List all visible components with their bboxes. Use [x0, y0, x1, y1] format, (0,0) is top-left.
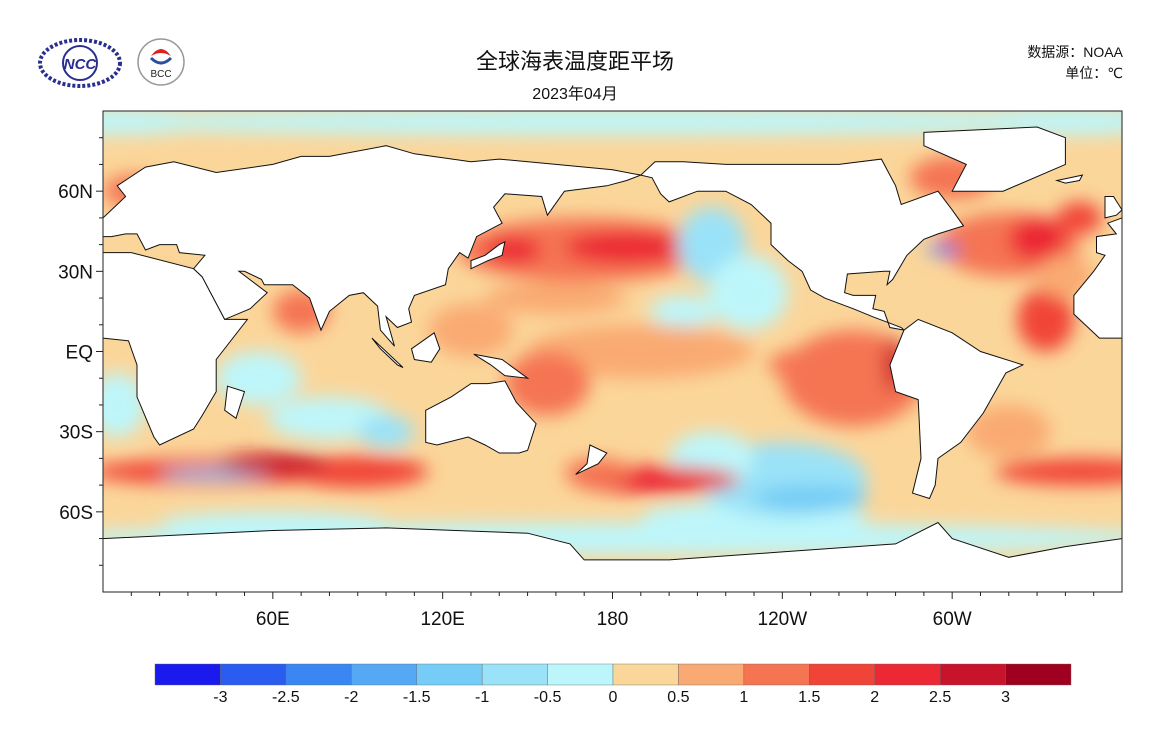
map-title: 全球海表温度距平场 — [475, 49, 674, 74]
anomaly-region — [649, 295, 718, 328]
land-new-zealand — [575, 444, 608, 475]
colorbar-label: -3 — [213, 689, 228, 706]
land-new-guinea — [473, 353, 530, 379]
y-tick-label: 60S — [59, 503, 93, 524]
land-greenland — [923, 126, 1066, 192]
x-tick-label: 60W — [933, 609, 972, 630]
x-tick-label: 180 — [597, 609, 629, 630]
data-source-label: 数据源：NOAA — [1027, 44, 1123, 60]
colorbar-label: -2 — [344, 689, 359, 706]
colorbar-swatch — [481, 663, 548, 686]
land-britain — [1104, 196, 1122, 219]
land-australia — [425, 380, 537, 454]
colorbar-label: 1.5 — [798, 689, 821, 706]
colorbar-swatch — [612, 663, 679, 686]
anomaly-region — [1056, 201, 1103, 234]
x-tick-label: 60E — [256, 609, 290, 630]
colorbar-swatch — [874, 663, 941, 686]
svg-text:BCC: BCC — [150, 69, 171, 80]
land-africa-west — [1073, 217, 1122, 339]
colorbar-swatch — [1005, 663, 1072, 686]
land-north-america — [639, 158, 965, 331]
colorbar-label: -1 — [475, 689, 490, 706]
anomaly-region — [504, 351, 590, 416]
colorbar-label: 2.5 — [929, 689, 952, 706]
anomaly-region — [1037, 255, 1094, 299]
anomaly-region — [357, 415, 415, 448]
colorbar-label: -2.5 — [272, 689, 300, 706]
colorbar-label: 1 — [739, 689, 749, 706]
colorbar-swatch — [351, 663, 417, 686]
colorbar-swatch — [939, 663, 1006, 686]
logos: NCC BCC — [38, 36, 188, 93]
colorbar-swatch — [154, 663, 221, 686]
source-info: 数据源：NOAA 单位：℃ — [1027, 42, 1123, 84]
land-south-america — [889, 318, 1025, 500]
colorbar-swatch — [416, 663, 483, 686]
colorbar-label: 0.5 — [667, 689, 690, 706]
land-antarctica — [103, 521, 1122, 592]
land-iceland — [1054, 174, 1084, 184]
anomaly-region — [994, 458, 1122, 486]
colorbar-swatch — [285, 663, 352, 686]
unit-label: 单位：℃ — [1065, 65, 1123, 81]
colorbar-label: 0 — [608, 689, 618, 706]
anomaly-region — [103, 111, 1122, 136]
x-tick-label: 120E — [420, 609, 464, 630]
anomaly-region — [966, 404, 1052, 459]
land-eurasia — [103, 145, 643, 347]
y-tick-label: EQ — [66, 343, 93, 364]
anomaly-region — [926, 244, 961, 256]
land-sumatra — [371, 337, 404, 368]
colorbar-labels: -3 -2.5 -2 -1.5 -1 -0.5 0 0.5 1 1.5 2 2.5 3 — [0, 689, 1150, 713]
anomaly-region — [708, 255, 788, 331]
x-tick-label: 120W — [758, 609, 808, 630]
colorbar-swatch — [547, 663, 614, 686]
land-madagascar — [224, 385, 246, 420]
anomaly-region — [768, 348, 854, 381]
svg-text:NCC: NCC — [64, 56, 98, 73]
colorbar-label: -1.5 — [402, 689, 431, 706]
colorbar-label: -0.5 — [533, 689, 562, 706]
anomaly-region — [103, 111, 217, 136]
colorbar-label: 2 — [870, 689, 880, 706]
map-subtitle: 2023年04月 — [532, 86, 618, 103]
anomaly-region — [428, 303, 514, 357]
land-japan — [470, 241, 506, 270]
anomaly-region — [564, 231, 689, 264]
anomaly-region — [485, 282, 627, 315]
anomaly-region — [1017, 287, 1074, 352]
anomaly-region — [527, 324, 755, 379]
anomaly-region — [216, 453, 330, 475]
bcc-logo: BCC — [137, 38, 185, 86]
colorbar-swatch — [809, 663, 875, 686]
y-tick-label: 30N — [58, 262, 93, 283]
colorbar-swatch — [678, 663, 745, 686]
anomaly-region — [754, 485, 868, 512]
colorbar-swatch — [743, 663, 810, 686]
colorbar-swatch — [220, 663, 287, 686]
land-borneo — [410, 332, 441, 363]
anomaly-region — [1008, 217, 1066, 261]
colorbar-label: 3 — [1001, 689, 1011, 706]
anomaly-region — [103, 372, 146, 438]
anomaly-region — [159, 511, 387, 534]
y-tick-label: 30S — [59, 423, 93, 444]
anomaly-region — [564, 458, 633, 486]
ncc-logo: NCC — [38, 38, 122, 88]
y-tick-label: 60N — [58, 182, 93, 203]
